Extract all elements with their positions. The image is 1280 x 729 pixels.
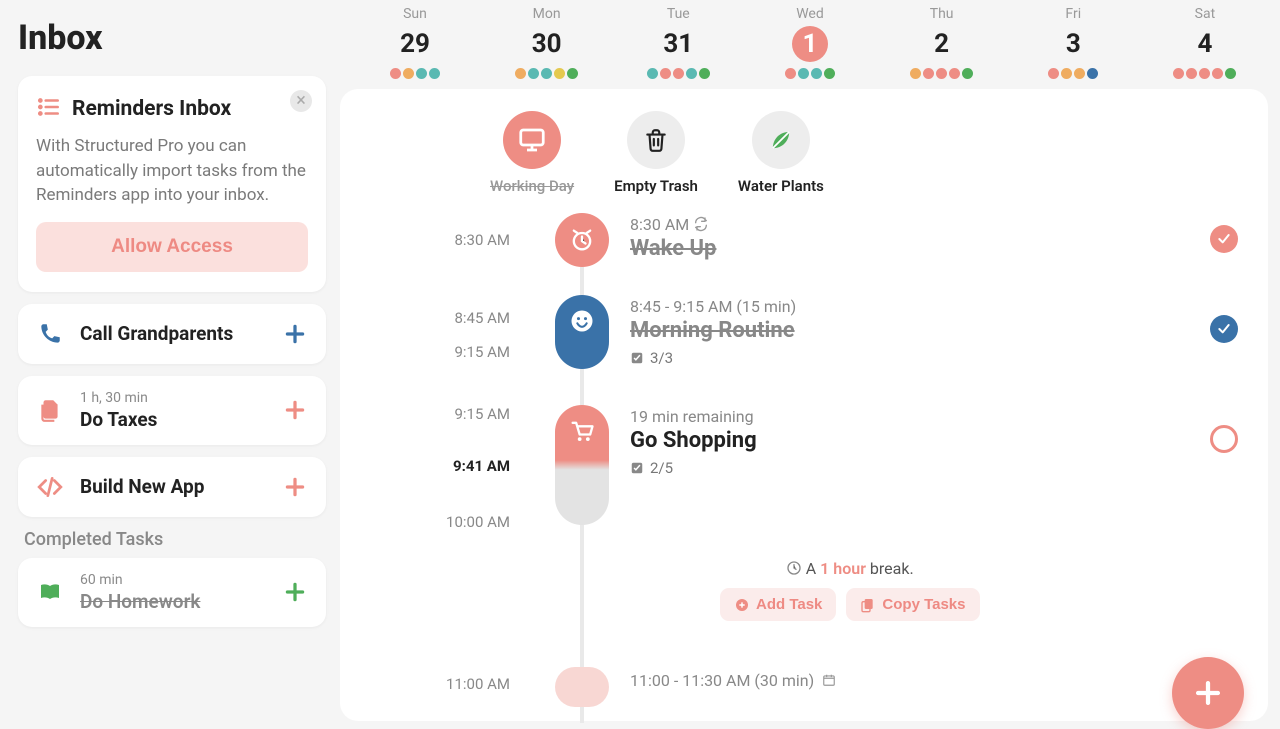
event-check-button[interactable]	[1210, 425, 1238, 453]
monitor-icon	[503, 111, 561, 169]
time-label: 9:15 AM	[440, 343, 510, 361]
day-number: 30	[529, 26, 565, 62]
add-fab-button[interactable]	[1172, 657, 1244, 729]
page-title: Inbox	[18, 18, 326, 58]
week-calendar-row: Sun 29 Mon 30 Tue 31 Wed 1 Thu 2 Fri 3 S…	[340, 6, 1280, 89]
upcoming-event[interactable]: 11:00 - 11:30 AM (30 min)	[630, 671, 1178, 692]
calendar-day[interactable]: Thu 2	[897, 6, 987, 79]
time-label: 9:41 AM	[440, 457, 510, 475]
event-time: 8:45 - 9:15 AM (15 min)	[630, 297, 1178, 316]
allday-task[interactable]: Water Plants	[738, 111, 824, 195]
task-card[interactable]: Call Grandparents	[18, 304, 326, 364]
event-subtasks: 3/3	[630, 349, 1178, 367]
allow-access-button[interactable]: Allow Access	[36, 222, 308, 272]
day-number: 4	[1187, 26, 1223, 62]
event-node[interactable]	[555, 405, 609, 525]
task-title: Call Grandparents	[80, 322, 266, 345]
day-indicator-dots	[1160, 68, 1250, 79]
book-icon	[34, 576, 66, 608]
event-time: 19 min remaining	[630, 407, 1178, 426]
event-subtasks: 2/5	[630, 459, 1178, 477]
add-task-chip[interactable]: Add Task	[720, 588, 836, 621]
add-task-button[interactable]	[280, 577, 310, 607]
allday-label: Empty Trash	[614, 177, 698, 195]
day-indicator-dots	[502, 68, 592, 79]
allday-task[interactable]: Empty Trash	[614, 111, 698, 195]
day-name: Wed	[765, 6, 855, 22]
reminders-inbox-card: × Reminders Inbox With Structured Pro yo…	[18, 76, 326, 292]
task-title: Do Taxes	[80, 408, 266, 431]
day-name: Sun	[370, 6, 460, 22]
day-number: 31	[660, 26, 696, 62]
task-subtitle: 1 h, 30 min	[80, 390, 266, 406]
calendar-day[interactable]: Sat 4	[1160, 6, 1250, 79]
event-check-button[interactable]	[1210, 225, 1238, 253]
event-title: Wake Up	[630, 236, 1178, 261]
task-card[interactable]: 1 h, 30 min Do Taxes	[18, 376, 326, 445]
task-title: Build New App	[80, 475, 266, 498]
completed-tasks-label: Completed Tasks	[24, 529, 326, 550]
event-body[interactable]: 8:30 AM Wake Up	[630, 215, 1178, 261]
day-indicator-dots	[633, 68, 723, 79]
day-name: Thu	[897, 6, 987, 22]
leaf-icon	[752, 111, 810, 169]
code-icon	[34, 471, 66, 503]
event-check-button[interactable]	[1210, 315, 1238, 343]
reminders-title: Reminders Inbox	[72, 97, 231, 121]
event-body[interactable]: 19 min remaining Go Shopping 2/5	[630, 407, 1178, 477]
event-node[interactable]	[555, 667, 609, 707]
day-number: 2	[924, 26, 960, 62]
calendar-day[interactable]: Mon 30	[502, 6, 592, 79]
event-node[interactable]	[555, 213, 609, 267]
time-label: 9:15 AM	[440, 405, 510, 423]
time-label: 10:00 AM	[440, 513, 510, 531]
day-indicator-dots	[897, 68, 987, 79]
day-number: 1	[792, 26, 828, 62]
add-task-button[interactable]	[280, 472, 310, 502]
allday-label: Water Plants	[738, 177, 824, 195]
event-body[interactable]: 8:45 - 9:15 AM (15 min) Morning Routine …	[630, 297, 1178, 367]
day-name: Mon	[502, 6, 592, 22]
calendar-day[interactable]: Wed 1	[765, 6, 855, 79]
trash-icon	[627, 111, 685, 169]
event-node[interactable]	[555, 295, 609, 369]
event-time: 11:00 - 11:30 AM (30 min)	[630, 671, 1178, 690]
break-text: A 1 hour break.	[720, 559, 980, 578]
add-task-button[interactable]	[280, 319, 310, 349]
allday-task[interactable]: Working Day	[490, 111, 574, 195]
time-label: 8:45 AM	[440, 309, 510, 327]
add-task-button[interactable]	[280, 395, 310, 425]
copy-tasks-chip[interactable]: Copy Tasks	[846, 588, 979, 621]
day-indicator-dots	[370, 68, 460, 79]
task-card[interactable]: Build New App	[18, 457, 326, 517]
day-number: 29	[397, 26, 433, 62]
calendar-day[interactable]: Fri 3	[1028, 6, 1118, 79]
time-label: 8:30 AM	[440, 231, 510, 249]
phone-icon	[34, 318, 66, 350]
documents-icon	[34, 394, 66, 426]
break-section: A 1 hour break. Add Task Copy Tasks	[720, 559, 980, 621]
event-title: Morning Routine	[630, 318, 1178, 343]
task-subtitle: 60 min	[80, 572, 266, 588]
completed-task-card[interactable]: 60 min Do Homework	[18, 558, 326, 627]
event-time: 8:30 AM	[630, 215, 1178, 234]
day-name: Fri	[1028, 6, 1118, 22]
allday-label: Working Day	[490, 177, 574, 195]
task-title: Do Homework	[80, 590, 266, 613]
day-name: Sat	[1160, 6, 1250, 22]
close-icon[interactable]: ×	[290, 90, 312, 112]
day-name: Tue	[633, 6, 723, 22]
calendar-day[interactable]: Tue 31	[633, 6, 723, 79]
reminders-description: With Structured Pro you can automaticall…	[36, 134, 308, 208]
day-indicator-dots	[1028, 68, 1118, 79]
event-title: Go Shopping	[630, 428, 1178, 453]
timeline-panel: Working Day Empty Trash Water Plants 8:3…	[340, 89, 1268, 721]
time-label: 11:00 AM	[440, 675, 510, 693]
day-indicator-dots	[765, 68, 855, 79]
calendar-day[interactable]: Sun 29	[370, 6, 460, 79]
list-icon	[36, 94, 62, 124]
day-number: 3	[1055, 26, 1091, 62]
